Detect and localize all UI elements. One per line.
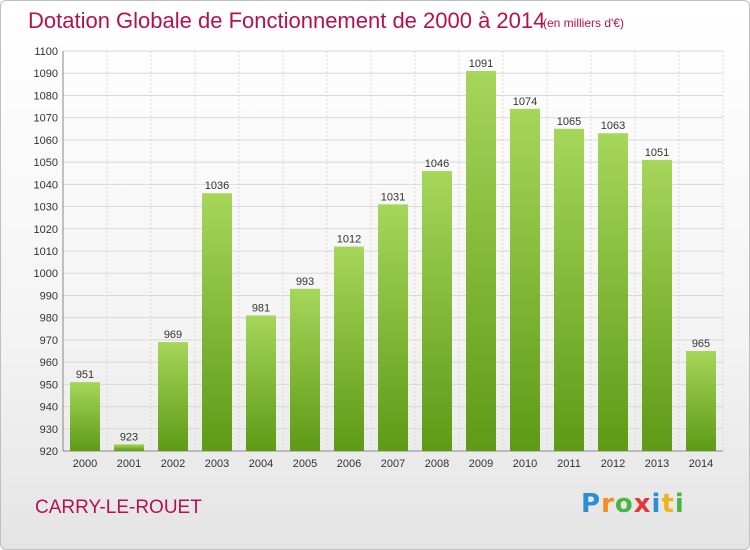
data-labels: 951 923 969 1036 981 993 1012 1031 1046 1091 1074 1…	[76, 58, 710, 443]
y-tick-label: 1010	[34, 246, 58, 258]
data-label-2005: 993	[296, 276, 314, 288]
y-tick-label: 970	[40, 335, 58, 347]
bars	[70, 71, 716, 452]
data-label-2004: 981	[252, 302, 270, 314]
y-tick-label: 990	[40, 290, 58, 302]
x-tick-label-2003: 2003	[205, 458, 229, 470]
data-label-2007: 1031	[381, 191, 405, 203]
y-tick-label: 1060	[34, 135, 58, 147]
x-tick-label-2013: 2013	[645, 458, 669, 470]
y-tick-label: 1080	[34, 90, 58, 102]
bar-2003	[202, 193, 232, 451]
data-label-2006: 1012	[337, 234, 361, 246]
data-label-2002: 969	[164, 329, 182, 341]
y-tick-label: 950	[40, 379, 58, 391]
y-tick-label: 1070	[34, 113, 58, 125]
x-tick-label-2005: 2005	[293, 458, 317, 470]
x-tick-label-2006: 2006	[337, 458, 361, 470]
chart-subtitle: (en milliers d'€)	[543, 16, 624, 30]
y-tick-label: 1050	[34, 157, 58, 169]
y-tick-label: 1040	[34, 179, 58, 191]
data-label-2011: 1065	[557, 116, 581, 128]
data-label-2009: 1091	[469, 58, 493, 70]
x-tick-label-2012: 2012	[601, 458, 625, 470]
x-tick-label-2004: 2004	[249, 458, 273, 470]
y-tick-label: 1020	[34, 224, 58, 236]
city-name: CARRY-LE-ROUET	[35, 497, 202, 518]
bar-2002	[158, 342, 188, 451]
bar-2006	[334, 246, 364, 451]
x-tick-label-2007: 2007	[381, 458, 405, 470]
bar-2005	[290, 288, 320, 451]
y-tick-label: 1030	[34, 202, 58, 214]
bar-2012	[598, 133, 628, 451]
data-label-2001: 923	[120, 431, 138, 443]
x-tick-label-2002: 2002	[161, 458, 185, 470]
data-label-2003: 1036	[205, 180, 229, 192]
x-tick-label-2014: 2014	[689, 458, 713, 470]
x-tick-label-2011: 2011	[557, 458, 581, 470]
bar-2004	[246, 315, 276, 451]
data-label-2000: 951	[76, 369, 94, 381]
bar-2009	[466, 71, 496, 451]
y-tick-label: 1000	[34, 268, 58, 280]
bar-2007	[378, 204, 408, 451]
chart-title: Dotation Globale de Fonctionnement de 20…	[28, 8, 546, 33]
axes: 920 930 940 950 960 970 980 990 1000 1010 1020 1030…	[34, 46, 723, 470]
data-label-2010: 1074	[513, 96, 537, 108]
proxiti-logo[interactable]: Proxiti	[581, 489, 685, 519]
bar-2001	[114, 444, 144, 451]
y-tick-label: 940	[40, 402, 58, 414]
data-label-2012: 1063	[601, 120, 625, 132]
bar-2008	[422, 171, 452, 451]
bar-2014	[686, 351, 716, 451]
y-tick-label: 960	[40, 357, 58, 369]
y-tick-label: 920	[40, 446, 58, 458]
x-tick-label-2010: 2010	[513, 458, 537, 470]
x-tick-label-2001: 2001	[117, 458, 141, 470]
bar-2000	[70, 382, 100, 451]
data-label-2013: 1051	[645, 147, 669, 159]
y-tick-label: 930	[40, 424, 58, 436]
bar-2011	[554, 128, 584, 451]
data-label-2008: 1046	[425, 158, 449, 170]
y-tick-label: 1100	[34, 46, 58, 58]
y-tick-label: 980	[40, 313, 58, 325]
x-tick-label-2000: 2000	[73, 458, 97, 470]
bar-2010	[510, 108, 540, 452]
y-tick-label: 1090	[34, 68, 58, 80]
x-tick-label-2008: 2008	[425, 458, 449, 470]
x-tick-label-2009: 2009	[469, 458, 493, 470]
data-label-2014: 965	[692, 338, 710, 350]
bar-2013	[642, 159, 672, 451]
